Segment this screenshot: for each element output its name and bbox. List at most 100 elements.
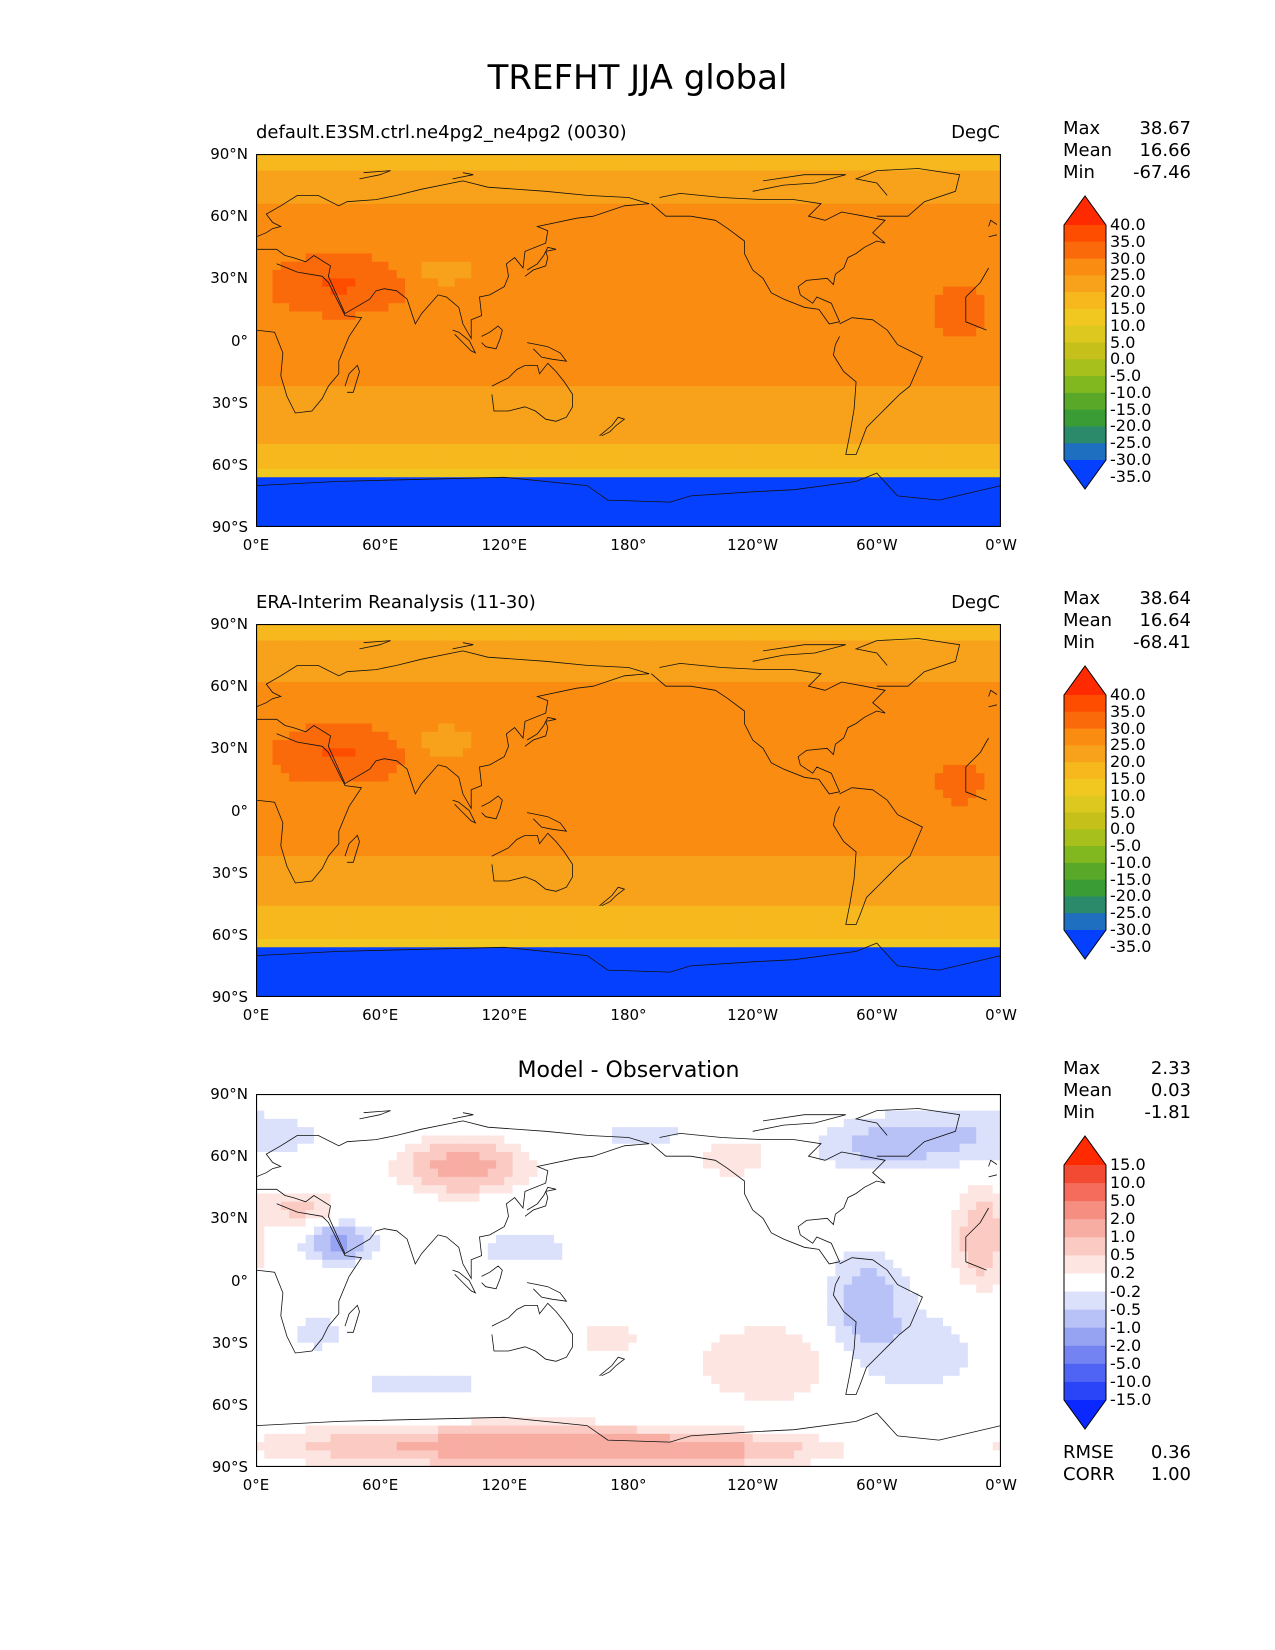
- difference-map: [256, 1094, 1001, 1467]
- coastline: [651, 662, 886, 795]
- colorbar-label: 2.0: [1110, 1209, 1136, 1229]
- stat-value: 2.33: [1150, 1058, 1191, 1079]
- coastline: [452, 1269, 477, 1294]
- y-tick-label: 90°S: [211, 988, 248, 1006]
- observation-panel: ERA-Interim Reanalysis (11-30) DegC Max 3…: [0, 470, 1275, 1024]
- stat-label: Min: [1063, 162, 1095, 183]
- coastline: [256, 263, 989, 414]
- coastline: [651, 192, 886, 325]
- coastline: [752, 1114, 846, 1132]
- coastline: [832, 1257, 923, 1395]
- x-tick-label: 0°E: [242, 1006, 270, 1024]
- x-tick-label: 60°W: [856, 536, 898, 554]
- colorbar-label: -30.0: [1110, 920, 1152, 939]
- y-tick-label: 60°N: [210, 1147, 248, 1166]
- coastline: [599, 416, 626, 437]
- coastline: [524, 246, 557, 277]
- colorbar-label: -0.2: [1110, 1281, 1142, 1301]
- coastline: [524, 716, 557, 747]
- colorbar-segment: [1064, 325, 1106, 343]
- colorbar-label: -1.0: [1110, 1317, 1142, 1337]
- y-tick-label: 90°N: [210, 145, 248, 163]
- x-tick-label: 120°W: [727, 1006, 779, 1024]
- stat-label: Mean: [1063, 140, 1113, 161]
- colorbar-label: -25.0: [1110, 433, 1152, 453]
- colorbar-segment: [1064, 862, 1106, 881]
- x-tick-label: 180°: [610, 1476, 647, 1494]
- colorbar-label: 10.0: [1110, 315, 1146, 335]
- coastline: [854, 638, 961, 687]
- x-tick-label: 120°E: [481, 1006, 528, 1024]
- x-tick-label: 0°W: [985, 1006, 1017, 1024]
- stat-label: Min: [1063, 1102, 1095, 1123]
- panel-title: default.E3SM.ctrl.ne4pg2_ne4pg2 (0030): [256, 122, 627, 143]
- x-tick-label: 120°W: [727, 536, 779, 554]
- coastline: [481, 325, 503, 350]
- colorbar-segment: [1064, 666, 1106, 695]
- colorbar-label: 15.0: [1110, 298, 1146, 318]
- map-plot: [256, 1094, 1001, 1467]
- colorbar-label: 35.0: [1110, 701, 1146, 721]
- colorbar-segment: [1064, 275, 1106, 293]
- colorbar-svg: [1063, 195, 1107, 490]
- colorbar-segment: [1064, 1291, 1106, 1311]
- x-tick-label: 0°W: [985, 1476, 1017, 1494]
- units-label: DegC: [951, 122, 1000, 143]
- colorbar-label: -25.0: [1110, 903, 1152, 923]
- coastline: [256, 733, 989, 884]
- colorbar-segment: [1064, 812, 1106, 830]
- colorbar-segment: [1064, 913, 1106, 931]
- coastline: [256, 1203, 989, 1354]
- colorbar-label: -20.0: [1110, 416, 1152, 436]
- colorbar-label: 20.0: [1110, 752, 1146, 772]
- coastline: [256, 472, 1001, 503]
- coastline: [481, 1265, 503, 1290]
- colorbar-segment: [1064, 292, 1106, 310]
- colorbar-segment: [1064, 1219, 1106, 1238]
- colorbar-svg: [1063, 1135, 1107, 1430]
- y-tick-label: 0°: [230, 801, 248, 820]
- colorbar-segment: [1064, 896, 1106, 914]
- colorbar-segment: [1064, 409, 1106, 427]
- colorbar-segment: [1064, 1201, 1106, 1220]
- colorbar-segment: [1064, 795, 1106, 813]
- colorbar-label: 0.2: [1110, 1263, 1136, 1283]
- colorbar-segment: [1064, 728, 1106, 746]
- y-tick-label: 30°S: [211, 863, 248, 882]
- coastline: [651, 1132, 886, 1265]
- coastline: [752, 174, 846, 192]
- colorbar-segment: [1064, 1400, 1106, 1429]
- colorbar-segment: [1064, 695, 1106, 713]
- colorbar-label: 0.0: [1110, 349, 1136, 369]
- y-tick-label: 30°S: [211, 393, 248, 412]
- coastline: [359, 1110, 391, 1120]
- colorbar-label: 0.5: [1110, 1245, 1136, 1265]
- y-tick-label: 0°: [230, 1271, 248, 1290]
- colorbar-segment: [1064, 1381, 1106, 1401]
- colorbar-label: -15.0: [1110, 1390, 1152, 1409]
- y-tick-label: 90°S: [211, 518, 248, 536]
- colorbar-segment: [1064, 1255, 1106, 1274]
- colorbar-label: -5.0: [1110, 1353, 1142, 1373]
- stat-label: Min: [1063, 632, 1095, 653]
- field-cells: [256, 624, 1001, 997]
- colorbar-label: 5.0: [1110, 332, 1136, 352]
- stat-label: Max: [1063, 588, 1101, 609]
- stat-value: -67.46: [1132, 162, 1191, 183]
- coastline: [752, 644, 846, 662]
- colorbar-label: 1.0: [1110, 1227, 1136, 1247]
- colorbar-label: 0.0: [1110, 819, 1136, 839]
- colorbar-segment: [1064, 241, 1106, 260]
- coastline: [527, 1282, 568, 1302]
- stat-value: 16.66: [1139, 140, 1191, 161]
- x-tick-label: 0°W: [985, 536, 1017, 554]
- colorbar-segment: [1064, 342, 1106, 360]
- coastline: [359, 640, 391, 650]
- colorbar-label: -15.0: [1110, 399, 1152, 419]
- colorbar-label: 40.0: [1110, 685, 1146, 704]
- x-tick-label: 60°E: [362, 536, 399, 554]
- colorbar-label: 40.0: [1110, 215, 1146, 234]
- x-tick-label: 180°: [610, 536, 647, 554]
- coastline: [344, 834, 360, 863]
- colorbar-outline: [1063, 1135, 1107, 1430]
